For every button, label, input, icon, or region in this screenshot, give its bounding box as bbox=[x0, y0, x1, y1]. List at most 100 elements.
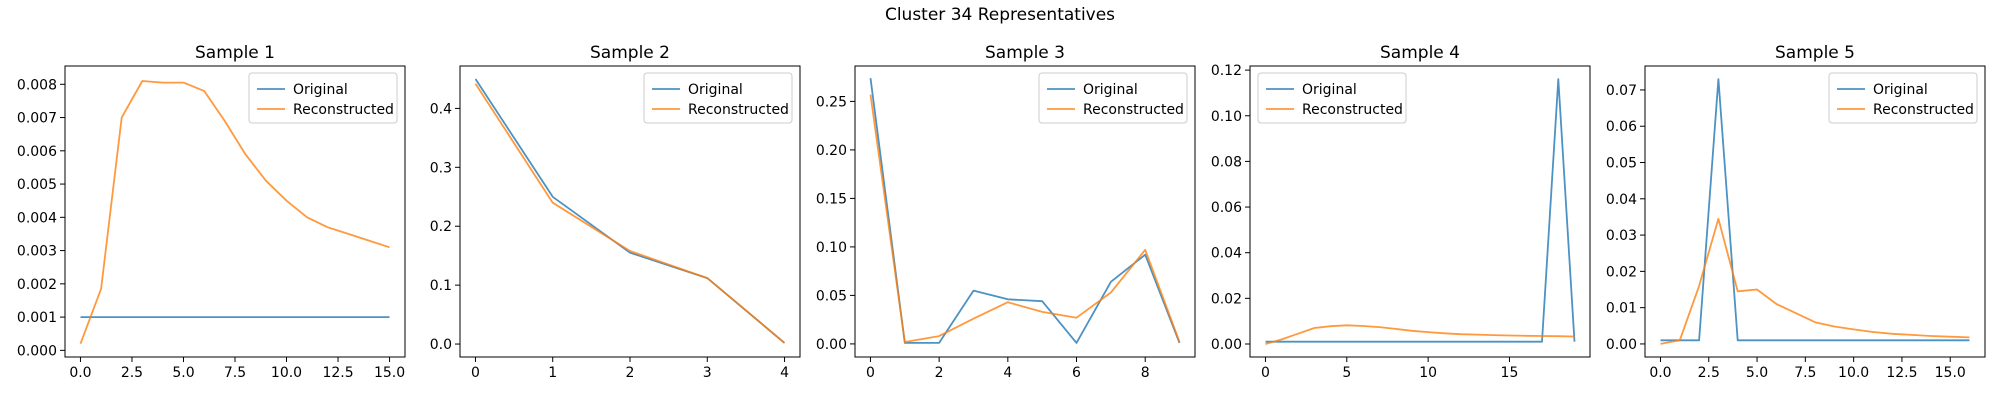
y-tick-label: 0.04 bbox=[1211, 246, 1242, 262]
y-tick-label: 0.05 bbox=[816, 288, 847, 304]
subplot-title: Sample 1 bbox=[195, 43, 275, 63]
subplot-3: Sample 3 0 2 4 6 8 0.00 0.05 0.10 0.15 0.20 0.25 Ori… bbox=[816, 43, 1196, 381]
legend: Original Reconstructed bbox=[1038, 72, 1188, 124]
x-tick-label: 5.0 bbox=[1746, 365, 1768, 381]
x-tick-label: 8 bbox=[1141, 365, 1150, 381]
legend-box bbox=[1828, 72, 1978, 124]
x-tick-label: 7.5 bbox=[224, 365, 246, 381]
y-tick-label: 0.06 bbox=[1211, 200, 1242, 216]
legend-label: Reconstructed bbox=[1873, 102, 1974, 118]
series-line-reconstructed bbox=[869, 94, 1181, 343]
axes-frame bbox=[1249, 65, 1591, 358]
x-tick-label: 12.5 bbox=[1886, 365, 1917, 381]
y-tick-label: 0.12 bbox=[1211, 63, 1242, 79]
subplot-title: Sample 2 bbox=[590, 43, 670, 63]
legend-box bbox=[1038, 72, 1188, 124]
series-line-reconstructed bbox=[474, 83, 786, 344]
legend-box bbox=[643, 72, 793, 124]
series-group bbox=[869, 77, 1181, 344]
series-group bbox=[1265, 78, 1576, 345]
y-tick-label: 0.006 bbox=[17, 144, 57, 160]
series-group bbox=[474, 78, 786, 344]
x-tick-label: 2.5 bbox=[1698, 365, 1720, 381]
series-line-reconstructed bbox=[1265, 324, 1575, 345]
legend-label: Reconstructed bbox=[293, 102, 394, 118]
legend-box bbox=[248, 72, 398, 124]
subplot-1: Sample 1 0.0 2.5 5.0 7.5 10.0 12.5 15.0 0.000 0.0… bbox=[17, 43, 406, 381]
y-tick-label: 0.05 bbox=[1606, 156, 1637, 172]
legend-label: Original bbox=[293, 82, 348, 98]
series-group bbox=[79, 80, 390, 345]
x-tick-label: 3 bbox=[703, 365, 712, 381]
x-tick-label: 2.5 bbox=[121, 365, 143, 381]
y-tick-label: 0.02 bbox=[1606, 264, 1637, 280]
legend-label: Original bbox=[1302, 82, 1357, 98]
y-tick-label: 0.07 bbox=[1606, 83, 1637, 99]
axes-frame bbox=[854, 65, 1196, 358]
y-tick-label: 0.10 bbox=[1211, 109, 1242, 125]
y-tick-label: 0.00 bbox=[816, 337, 847, 353]
x-tick-label: 10.0 bbox=[271, 365, 302, 381]
y-tick-label: 0.007 bbox=[17, 111, 57, 127]
x-tick-label: 4 bbox=[780, 365, 789, 381]
subplot-4: Sample 4 0 5 10 15 0.00 0.02 0.04 0.06 0.08 0.10 0.… bbox=[1211, 43, 1591, 381]
y-tick-label: 0.003 bbox=[17, 244, 57, 260]
x-tick-label: 10.0 bbox=[1838, 365, 1869, 381]
x-tick-label: 15 bbox=[1501, 365, 1519, 381]
series-group bbox=[1660, 78, 1970, 345]
y-tick-label: 0.03 bbox=[1606, 228, 1637, 244]
x-tick-label: 0 bbox=[471, 365, 480, 381]
y-tick-label: 0.3 bbox=[430, 160, 452, 176]
x-tick-label: 15.0 bbox=[374, 365, 405, 381]
series-line-reconstructed bbox=[79, 80, 390, 345]
legend-box bbox=[1257, 72, 1407, 124]
x-tick-label: 5 bbox=[1342, 365, 1351, 381]
y-tick-label: 0.2 bbox=[430, 219, 452, 235]
x-tick-label: 12.5 bbox=[322, 365, 353, 381]
legend-label: Original bbox=[1083, 82, 1138, 98]
legend-label: Original bbox=[1873, 82, 1928, 98]
y-tick-label: 0.04 bbox=[1606, 192, 1637, 208]
y-tick-label: 0.002 bbox=[17, 277, 57, 293]
x-tick-label: 6 bbox=[1072, 365, 1081, 381]
subplot-2: Sample 2 0 1 2 3 4 0.0 0.1 0.2 0.3 0.4 Original Reco… bbox=[430, 43, 801, 381]
series-line-reconstructed bbox=[1660, 217, 1970, 345]
y-tick-label: 0.004 bbox=[17, 210, 57, 226]
y-tick-label: 0.008 bbox=[17, 77, 57, 93]
x-tick-label: 7.5 bbox=[1794, 365, 1816, 381]
y-tick-label: 0.01 bbox=[1606, 301, 1637, 317]
x-tick-label: 10 bbox=[1419, 365, 1437, 381]
legend: Original Reconstructed bbox=[248, 72, 398, 124]
y-tick-label: 0.08 bbox=[1211, 154, 1242, 170]
y-tick-label: 0.06 bbox=[1606, 119, 1637, 135]
y-tick-label: 0.1 bbox=[430, 278, 452, 294]
y-tick-label: 0.20 bbox=[816, 143, 847, 159]
legend-label: Reconstructed bbox=[1302, 102, 1403, 118]
y-tick-label: 0.15 bbox=[816, 191, 847, 207]
y-tick-label: 0.25 bbox=[816, 94, 847, 110]
x-tick-label: 0.0 bbox=[1649, 365, 1671, 381]
subplot-title: Sample 4 bbox=[1380, 43, 1460, 63]
x-tick-label: 2 bbox=[935, 365, 944, 381]
legend: Original Reconstructed bbox=[1828, 72, 1978, 124]
series-line-original bbox=[869, 77, 1181, 344]
subplot-title: Sample 5 bbox=[1775, 43, 1855, 63]
x-tick-label: 5.0 bbox=[172, 365, 194, 381]
y-tick-label: 0.00 bbox=[1606, 337, 1637, 353]
legend-label: Reconstructed bbox=[1083, 102, 1184, 118]
y-tick-label: 0.001 bbox=[17, 310, 57, 326]
legend-label: Reconstructed bbox=[688, 102, 789, 118]
x-tick-label: 0 bbox=[1261, 365, 1270, 381]
legend-label: Original bbox=[688, 82, 743, 98]
x-tick-label: 1 bbox=[548, 365, 557, 381]
x-tick-label: 15.0 bbox=[1935, 365, 1966, 381]
series-line-original bbox=[1660, 78, 1970, 342]
y-tick-label: 0.0 bbox=[430, 337, 452, 353]
subplot-title: Sample 3 bbox=[985, 43, 1065, 63]
legend: Original Reconstructed bbox=[643, 72, 793, 124]
axes-frame bbox=[1644, 65, 1986, 358]
legend: Original Reconstructed bbox=[1257, 72, 1407, 124]
x-tick-label: 0.0 bbox=[69, 365, 91, 381]
x-tick-label: 0 bbox=[866, 365, 875, 381]
